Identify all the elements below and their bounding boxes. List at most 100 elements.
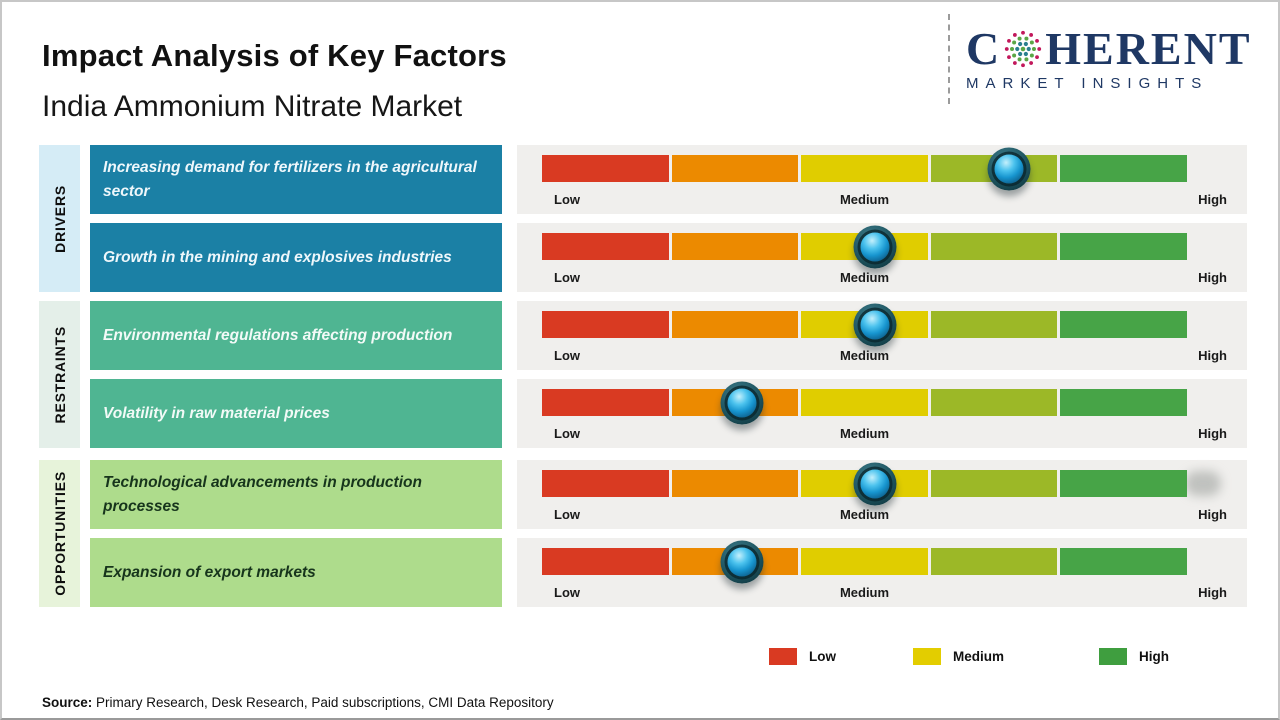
bar-segment-high: [1060, 155, 1187, 182]
page-title: Impact Analysis of Key Factors: [42, 38, 507, 73]
category-strip-drivers: DRIVERS: [39, 145, 80, 292]
bar-shadow-artifact: [1185, 471, 1221, 496]
legend-label: High: [1139, 649, 1169, 664]
scale-label-high: High: [1198, 426, 1227, 441]
scale-labels: Low Medium High: [542, 267, 1227, 287]
scale-label-high: High: [1198, 192, 1227, 207]
bar-segment-high: [1060, 311, 1187, 338]
scale-label-high: High: [1198, 270, 1227, 285]
impact-slider-knob[interactable]: [853, 225, 897, 268]
impact-slider-panel: Low Medium High: [517, 460, 1247, 529]
bar-segment-medium: [801, 389, 928, 416]
impact-scale-bar: [542, 540, 1187, 583]
impact-slider-panel: Low Medium High: [517, 301, 1247, 370]
impact-slider-panel: Low Medium High: [517, 538, 1247, 607]
bar-segment-medium: [801, 155, 928, 182]
factor-box: Volatility in raw material prices: [90, 379, 502, 448]
logo-brand-prefix: C: [966, 23, 1002, 74]
factor-box: Expansion of export markets: [90, 538, 502, 607]
bar-segment-high: [1060, 470, 1187, 497]
impact-slider-knob[interactable]: [987, 147, 1031, 190]
category-label: RESTRAINTS: [51, 325, 68, 424]
legend-swatch-low: [769, 648, 797, 665]
legend-swatch-high: [1099, 648, 1127, 665]
factor-label: Technological advancements in production…: [103, 473, 422, 515]
category-strip-restraints: RESTRAINTS: [39, 301, 80, 448]
scale-labels: Low Medium High: [542, 189, 1227, 209]
legend-label: Medium: [953, 649, 1005, 664]
scale-label-medium: Medium: [839, 348, 890, 363]
scale-label-high: High: [1198, 507, 1227, 522]
factor-label: Increasing demand for fertilizers in the…: [103, 158, 477, 200]
bar-segment-medium-high: [930, 233, 1058, 260]
legend-swatch-medium: [913, 648, 941, 665]
scale-label-low: Low: [554, 270, 580, 285]
scale-labels: Low Medium High: [542, 345, 1227, 365]
globe-icon: [1005, 30, 1042, 68]
impact-slider-panel: Low Medium High: [517, 223, 1247, 292]
bar-segment-low-medium: [671, 233, 799, 260]
factor-box: Environmental regulations affecting prod…: [90, 301, 502, 370]
scale-label-medium: Medium: [839, 426, 890, 441]
scale-label-high: High: [1198, 585, 1227, 600]
bar-segment-medium-high: [930, 389, 1058, 416]
scale-label-low: Low: [554, 348, 580, 363]
scale-label-medium: Medium: [839, 192, 890, 207]
factor-box: Increasing demand for fertilizers in the…: [90, 145, 502, 214]
factor-label: Environmental regulations affecting prod…: [103, 326, 453, 344]
category-label: OPPORTUNITIES: [51, 471, 68, 596]
bar-segment-high: [1060, 548, 1187, 575]
category-strip-opportunities: OPPORTUNITIES: [39, 460, 80, 607]
impact-scale-bar: [542, 225, 1187, 268]
scale-label-low: Low: [554, 585, 580, 600]
factor-box: Technological advancements in production…: [90, 460, 502, 529]
impact-slider-knob[interactable]: [853, 303, 897, 346]
impact-slider-panel: Low Medium High: [517, 145, 1247, 214]
impact-slider-knob[interactable]: [853, 462, 897, 505]
legend-item-medium: Medium: [913, 648, 1004, 665]
factor-label: Growth in the mining and explosives indu…: [103, 248, 452, 266]
impact-scale-bar: [542, 303, 1187, 346]
impact-slider-panel: Low Medium High: [517, 379, 1247, 448]
logo-tagline: MARKET INSIGHTS: [966, 75, 1209, 92]
category-label: DRIVERS: [51, 184, 68, 253]
bar-segment-medium-high: [930, 470, 1058, 497]
bar-segment-high: [1060, 389, 1187, 416]
legend-label: Low: [809, 649, 836, 664]
legend-item-low: Low: [769, 648, 836, 665]
factor-box: Growth in the mining and explosives indu…: [90, 223, 502, 292]
page-subtitle: India Ammonium Nitrate Market: [42, 90, 463, 123]
scale-label-low: Low: [554, 507, 580, 522]
legend-item-high: High: [1099, 648, 1169, 665]
scale-label-medium: Medium: [839, 270, 890, 285]
coherent-logo: C HERENT MARKET INSIGHTS: [966, 26, 1266, 93]
logo-divider: [948, 14, 950, 104]
bar-segment-low: [542, 389, 669, 416]
bar-segment-medium-high: [930, 311, 1058, 338]
bar-segment-low-medium: [671, 311, 799, 338]
impact-scale-bar: [542, 462, 1187, 505]
bar-segment-low: [542, 470, 669, 497]
bar-segment-low: [542, 311, 669, 338]
scale-labels: Low Medium High: [542, 582, 1227, 602]
bar-segment-medium-high: [930, 548, 1058, 575]
impact-slider-knob[interactable]: [720, 381, 764, 424]
scale-label-medium: Medium: [839, 507, 890, 522]
impact-slider-knob[interactable]: [720, 540, 764, 583]
scale-labels: Low Medium High: [542, 504, 1227, 524]
scale-label-low: Low: [554, 192, 580, 207]
scale-label-low: Low: [554, 426, 580, 441]
scale-label-medium: Medium: [839, 585, 890, 600]
bar-segment-low-medium: [671, 470, 799, 497]
bar-segment-low: [542, 155, 669, 182]
scale-label-high: High: [1198, 348, 1227, 363]
logo-brand: C HERENT: [966, 26, 1266, 72]
impact-scale-bar: [542, 147, 1187, 190]
bar-segment-low-medium: [671, 155, 799, 182]
scale-labels: Low Medium High: [542, 423, 1227, 443]
factor-label: Volatility in raw material prices: [103, 404, 330, 422]
impact-scale-bar: [542, 381, 1187, 424]
bar-segment-low: [542, 548, 669, 575]
source-text: Primary Research, Desk Research, Paid su…: [92, 695, 554, 710]
